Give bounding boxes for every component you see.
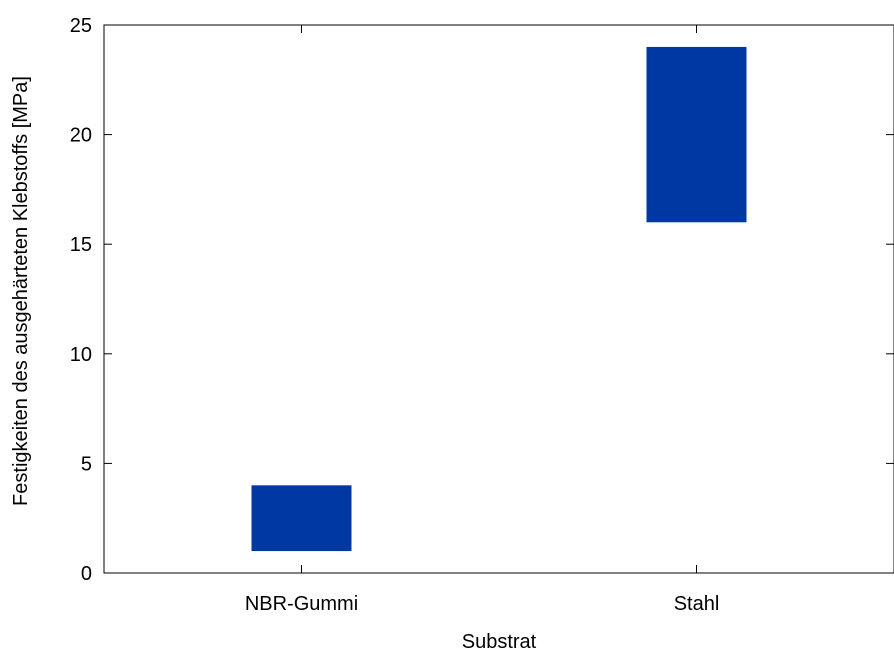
plot-area — [251, 46, 747, 552]
y-tick-label: 5 — [81, 453, 92, 475]
x-tick-label: NBR-Gummi — [245, 593, 358, 615]
y-tick-label: 25 — [70, 15, 92, 37]
y-tick-label: 15 — [70, 234, 92, 256]
plot-frame — [103, 24, 894, 574]
x-axis: NBR-Gummi Stahl — [245, 25, 719, 615]
x-tick-label: Stahl — [674, 593, 720, 615]
bar-nbr-gummi — [251, 485, 352, 552]
y-tick-label: 0 — [81, 563, 92, 585]
y-axis: 0 5 10 15 20 25 — [70, 15, 894, 585]
x-axis-label: Substrat — [462, 631, 537, 653]
y-tick-label: 10 — [70, 344, 92, 366]
y-tick-label: 20 — [70, 125, 92, 147]
y-axis-label: Festigkeiten des ausgehärteten Klebstoff… — [10, 76, 32, 506]
bar-stahl — [646, 46, 747, 223]
